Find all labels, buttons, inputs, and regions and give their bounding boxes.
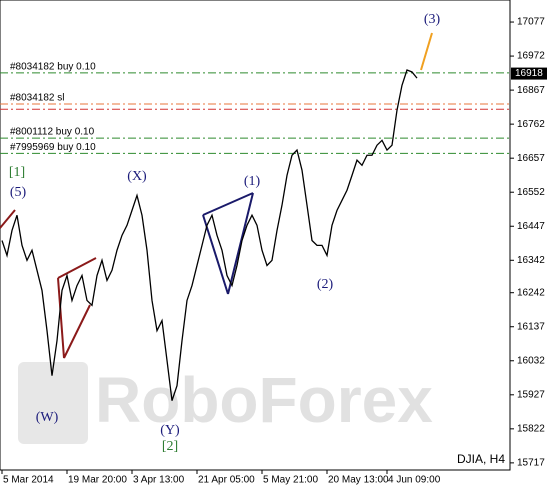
- y-tick-label: 16137: [517, 321, 545, 332]
- y-tick-label: 15717: [517, 458, 545, 469]
- x-tick-label: 5 May 21:00: [263, 475, 318, 486]
- order-label: #8001112 buy 0.10: [10, 127, 95, 138]
- chart-title: DJIA, H4: [457, 452, 505, 466]
- last-price-box: [511, 67, 547, 80]
- trend-line: [57, 257, 97, 359]
- x-tick-label: 20 May 13:00: [328, 475, 389, 486]
- wave-label: [1]: [9, 165, 25, 180]
- plot-frame: [0, 0, 511, 471]
- y-tick-label: 16762: [517, 119, 545, 130]
- wave-label: (X): [127, 169, 147, 184]
- last-price-label: 16918: [515, 68, 543, 79]
- order-label: #7995969 buy 0.10: [10, 142, 96, 153]
- y-tick-label: 15927: [517, 389, 545, 400]
- wave-label: (5): [10, 185, 27, 200]
- trend-line: [0, 209, 16, 229]
- wave-label: (1): [244, 174, 261, 189]
- y-tick-label: 16447: [517, 221, 545, 232]
- x-tick-label: 4 Jun 09:00: [388, 475, 441, 486]
- watermark-logo: [18, 362, 88, 444]
- y-tick-label: 16972: [517, 51, 545, 62]
- x-tick-label: 5 Mar 2014: [3, 475, 54, 486]
- x-tick-label: 3 Apr 13:00: [133, 475, 185, 486]
- y-tick-label: 16032: [517, 355, 545, 366]
- order-label: #8034182 sl: [10, 93, 65, 104]
- y-tick-label: 16342: [517, 255, 545, 266]
- y-tick-label: 17077: [517, 17, 545, 28]
- order-label: #8034182 buy 0.10: [10, 62, 96, 73]
- wave-label: (3): [424, 12, 441, 27]
- x-tick-label: 21 Apr 05:00: [198, 475, 255, 486]
- wave-label: (Y): [160, 423, 180, 438]
- wave-label: (2): [317, 277, 334, 292]
- price-line: [1, 69, 418, 401]
- x-tick-label: 19 Mar 20:00: [68, 475, 127, 486]
- watermark: RoboForex: [18, 362, 433, 444]
- wave-label: [2]: [162, 439, 178, 454]
- y-tick-label: 16552: [517, 187, 545, 198]
- wave-label: (W): [36, 410, 59, 425]
- y-tick-label: 15822: [517, 423, 545, 434]
- y-tick-label: 16242: [517, 287, 545, 298]
- y-tick-label: 16867: [517, 85, 545, 96]
- watermark-text: RoboForex: [95, 364, 433, 436]
- trend-line: [202, 192, 254, 295]
- y-tick-label: 16657: [517, 153, 545, 164]
- forecast-line: [420, 32, 433, 71]
